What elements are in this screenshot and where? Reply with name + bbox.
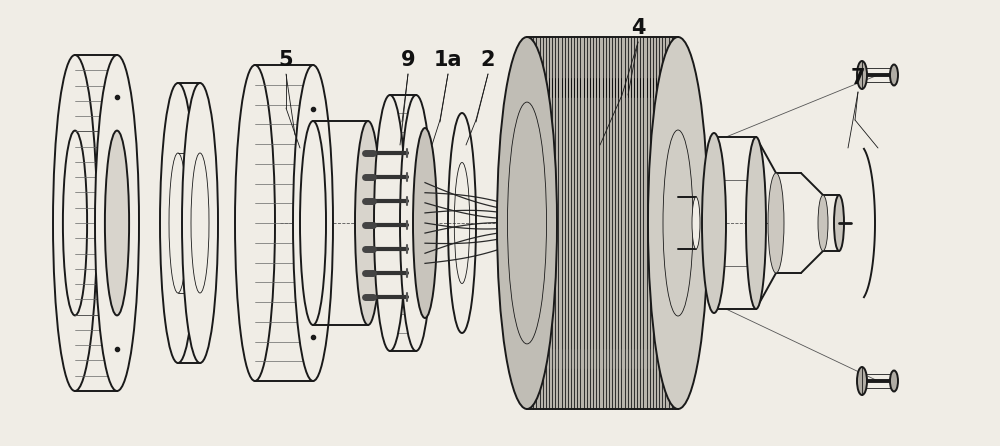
Ellipse shape xyxy=(818,195,828,251)
Text: 5: 5 xyxy=(279,50,293,70)
Ellipse shape xyxy=(191,153,209,293)
Ellipse shape xyxy=(497,37,557,409)
Text: 4: 4 xyxy=(631,18,645,38)
Ellipse shape xyxy=(890,65,898,86)
Text: 2: 2 xyxy=(481,50,495,70)
Ellipse shape xyxy=(160,83,196,363)
Ellipse shape xyxy=(53,55,97,391)
Ellipse shape xyxy=(400,95,432,351)
Ellipse shape xyxy=(293,65,333,381)
Ellipse shape xyxy=(169,153,187,293)
Bar xyxy=(527,37,678,409)
Ellipse shape xyxy=(648,37,708,409)
Ellipse shape xyxy=(497,37,557,409)
Ellipse shape xyxy=(95,55,139,391)
Ellipse shape xyxy=(63,131,87,315)
Ellipse shape xyxy=(890,371,898,392)
Text: 7: 7 xyxy=(851,68,865,88)
Ellipse shape xyxy=(374,95,406,351)
Ellipse shape xyxy=(235,65,275,381)
Ellipse shape xyxy=(413,128,437,318)
Ellipse shape xyxy=(355,121,381,325)
Ellipse shape xyxy=(857,367,867,395)
Ellipse shape xyxy=(105,131,129,315)
Ellipse shape xyxy=(300,121,326,325)
Text: 1a: 1a xyxy=(434,50,462,70)
Ellipse shape xyxy=(692,197,700,249)
Ellipse shape xyxy=(746,137,766,309)
Ellipse shape xyxy=(834,195,844,251)
Ellipse shape xyxy=(768,173,784,273)
Text: 9: 9 xyxy=(401,50,415,70)
Ellipse shape xyxy=(702,133,726,313)
Ellipse shape xyxy=(182,83,218,363)
Ellipse shape xyxy=(857,61,867,89)
